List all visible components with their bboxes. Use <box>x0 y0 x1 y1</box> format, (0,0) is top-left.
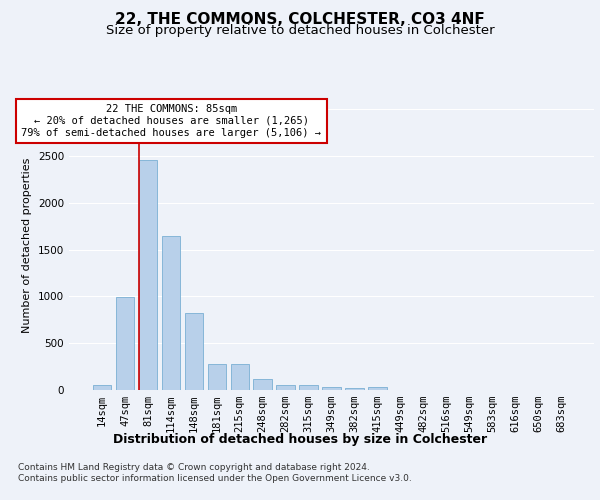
Bar <box>368 387 386 390</box>
Bar <box>299 386 318 390</box>
Text: Distribution of detached houses by size in Colchester: Distribution of detached houses by size … <box>113 432 487 446</box>
Bar <box>139 160 157 390</box>
Text: Size of property relative to detached houses in Colchester: Size of property relative to detached ho… <box>106 24 494 37</box>
Bar <box>253 379 272 390</box>
Text: 22 THE COMMONS: 85sqm
← 20% of detached houses are smaller (1,265)
79% of semi-d: 22 THE COMMONS: 85sqm ← 20% of detached … <box>22 104 322 138</box>
Bar <box>208 364 226 390</box>
Bar <box>277 385 295 390</box>
Text: Contains HM Land Registry data © Crown copyright and database right 2024.: Contains HM Land Registry data © Crown c… <box>18 462 370 471</box>
Bar <box>162 236 180 390</box>
Bar <box>322 386 341 390</box>
Bar <box>116 298 134 390</box>
Bar <box>93 385 111 390</box>
Bar <box>345 388 364 390</box>
Text: 22, THE COMMONS, COLCHESTER, CO3 4NF: 22, THE COMMONS, COLCHESTER, CO3 4NF <box>115 12 485 28</box>
Text: Contains public sector information licensed under the Open Government Licence v3: Contains public sector information licen… <box>18 474 412 483</box>
Y-axis label: Number of detached properties: Number of detached properties <box>22 158 32 332</box>
Bar <box>230 364 249 390</box>
Bar <box>185 314 203 390</box>
